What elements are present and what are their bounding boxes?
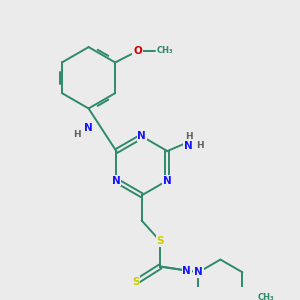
Text: N: N — [182, 266, 191, 276]
Text: S: S — [157, 236, 164, 246]
Text: S: S — [132, 277, 140, 287]
Text: H: H — [73, 130, 81, 139]
Text: N: N — [112, 176, 121, 186]
Text: H: H — [185, 132, 192, 141]
Text: N: N — [184, 141, 193, 151]
Text: N: N — [194, 267, 203, 277]
Text: CH₃: CH₃ — [258, 293, 274, 300]
Text: CH₃: CH₃ — [157, 46, 174, 56]
Text: N: N — [194, 267, 203, 277]
Text: O: O — [133, 46, 142, 56]
Text: N: N — [163, 176, 172, 186]
Text: H: H — [196, 141, 204, 150]
Text: N: N — [84, 123, 92, 133]
Text: N: N — [137, 131, 146, 141]
